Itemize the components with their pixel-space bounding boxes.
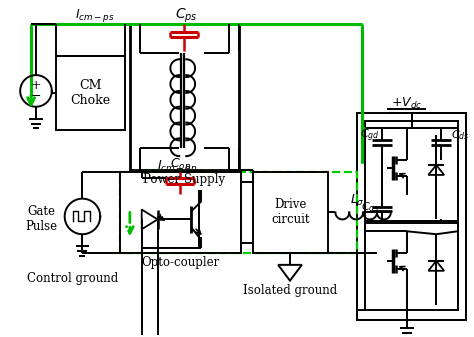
Polygon shape xyxy=(428,261,444,271)
Bar xyxy=(120,172,357,253)
Text: $C_{op}$: $C_{op}$ xyxy=(170,156,191,173)
Text: Power Supply: Power Supply xyxy=(143,173,225,186)
Text: $C_{gd}$: $C_{gd}$ xyxy=(360,127,380,144)
Polygon shape xyxy=(142,210,157,229)
Text: CM
Choke: CM Choke xyxy=(70,80,110,108)
Text: $L_{\sigma}$: $L_{\sigma}$ xyxy=(350,193,365,208)
Text: Drive
circuit: Drive circuit xyxy=(271,198,310,226)
Bar xyxy=(365,121,458,234)
Text: $I_{cm-op}$: $I_{cm-op}$ xyxy=(156,157,197,175)
Text: $C_{gs}$: $C_{gs}$ xyxy=(361,200,380,217)
Text: $I_{cm-ps}$: $I_{cm-ps}$ xyxy=(75,7,115,24)
Bar xyxy=(120,172,241,253)
Bar xyxy=(56,56,125,130)
Text: Control ground: Control ground xyxy=(27,272,118,285)
Polygon shape xyxy=(428,165,444,175)
Polygon shape xyxy=(278,265,302,281)
Text: Gate
Pulse: Gate Pulse xyxy=(25,205,57,234)
Bar xyxy=(254,172,328,253)
Text: $C_{ps}$: $C_{ps}$ xyxy=(175,7,198,25)
Bar xyxy=(357,113,466,320)
Text: $C_{ds}$: $C_{ds}$ xyxy=(451,128,470,142)
Bar xyxy=(365,221,458,310)
Text: Isolated ground: Isolated ground xyxy=(243,284,337,297)
Bar xyxy=(130,24,238,170)
Text: −: − xyxy=(31,90,41,103)
Text: $+V_{dc}$: $+V_{dc}$ xyxy=(391,96,422,111)
Text: Opto-coupler: Opto-coupler xyxy=(141,256,219,269)
Text: +: + xyxy=(31,80,41,92)
